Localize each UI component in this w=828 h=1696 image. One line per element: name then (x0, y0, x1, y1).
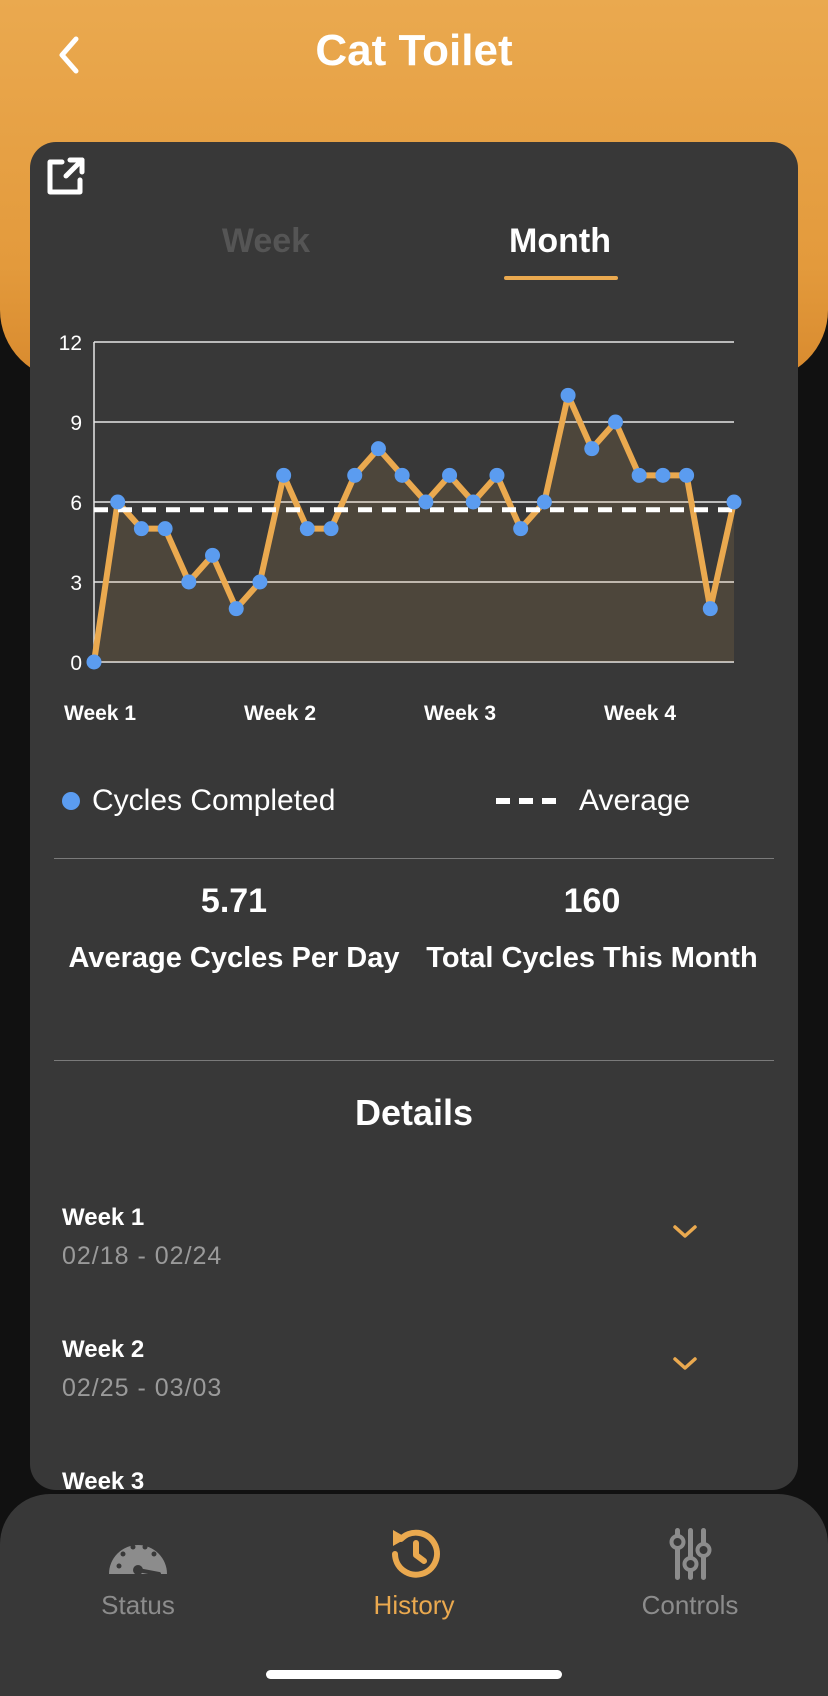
detail-week-label: Week 2 (62, 1336, 145, 1363)
data-point (560, 387, 576, 403)
stat-total-label: Total Cycles This Month (426, 942, 758, 974)
stat-average: 5.71 Average Cycles Per Day (64, 882, 404, 977)
data-point (584, 441, 600, 457)
chevron-left-icon (59, 36, 79, 74)
data-point (489, 467, 505, 483)
legend-cycles-label: Cycles Completed (92, 784, 336, 817)
data-point (252, 574, 268, 590)
detail-row-week-3[interactable]: Week 3 (30, 1468, 798, 1490)
stat-average-value: 5.71 (200, 882, 268, 920)
tab-week[interactable]: Week (221, 222, 311, 260)
details-title: Details (354, 1092, 474, 1133)
data-point (536, 494, 552, 510)
data-point (276, 467, 292, 483)
data-point (394, 467, 410, 483)
y-tick-label: 0 (70, 652, 82, 675)
back-button[interactable] (44, 30, 94, 80)
nav-status-label: Status (101, 1590, 175, 1620)
data-point (181, 574, 197, 590)
data-point (655, 467, 671, 483)
data-point (726, 494, 742, 510)
y-tick-label: 12 (59, 332, 82, 355)
stat-total-value: 160 (563, 882, 621, 920)
x-tick-label: Week 2 (244, 702, 316, 725)
divider (54, 858, 774, 859)
chart-legend: Cycles Completed Average (30, 784, 798, 834)
history-icon (392, 1529, 440, 1578)
x-tick-label: Week 4 (604, 702, 676, 725)
data-point (133, 521, 149, 537)
data-point (442, 467, 458, 483)
data-point (679, 467, 695, 483)
page-title: Cat Toilet (315, 26, 513, 75)
detail-date-range: 02/25 - 03/03 (62, 1374, 223, 1402)
legend-dot-icon (62, 792, 80, 810)
data-point (607, 414, 623, 430)
sliders-icon (669, 1528, 712, 1580)
cycles-area (94, 395, 734, 662)
home-indicator (266, 1670, 562, 1679)
x-tick-label: Week 3 (424, 702, 496, 725)
active-tab-indicator (504, 276, 618, 280)
legend-cycles: Cycles Completed (62, 784, 335, 818)
bottom-nav: Status History Controls (0, 1494, 828, 1696)
data-point (228, 601, 244, 617)
detail-week-label: Week 1 (62, 1204, 145, 1231)
cycles-series-line (91, 392, 737, 665)
tab-month[interactable]: Month (509, 222, 611, 260)
gauge-icon (109, 1544, 167, 1576)
data-point (205, 547, 221, 563)
data-point (110, 494, 126, 510)
data-point (513, 521, 529, 537)
detail-row-week-2[interactable]: Week 2 02/25 - 03/03 (30, 1336, 798, 1436)
data-point (370, 441, 386, 457)
detail-date-range: 02/18 - 02/24 (62, 1242, 223, 1270)
cycles-line-chart: 0 3 6 9 12 Week 1 Week 2 Week 3 Week 4 (59, 332, 742, 725)
legend-dash-icon (496, 798, 565, 804)
legend-average-label: Average (579, 784, 691, 817)
history-card: Week Month 0 3 6 9 12 Week 1 Week 2 Week 3 Week … (30, 142, 798, 1490)
detail-week-label: Week 3 (62, 1468, 145, 1490)
data-point (347, 467, 363, 483)
data-point (323, 521, 339, 537)
nav-controls-label: Controls (641, 1590, 739, 1620)
stat-total: 160 Total Cycles This Month (422, 882, 762, 977)
data-point (465, 494, 481, 510)
data-point (86, 654, 102, 670)
nav-status[interactable]: Status (38, 1524, 238, 1621)
data-point (631, 467, 647, 483)
data-point (157, 521, 173, 537)
y-tick-label: 6 (70, 492, 82, 515)
x-tick-label: Week 1 (64, 702, 136, 725)
chevron-down-icon[interactable] (670, 1222, 700, 1242)
data-point (702, 601, 718, 617)
nav-history[interactable]: History (314, 1524, 514, 1621)
stat-average-label: Average Cycles Per Day (68, 942, 400, 974)
nav-controls[interactable]: Controls (590, 1524, 790, 1621)
data-point (299, 521, 315, 537)
y-tick-label: 3 (70, 572, 82, 595)
open-external-icon[interactable] (40, 152, 90, 202)
period-tabs: Week Month (30, 222, 798, 292)
detail-row-week-1[interactable]: Week 1 02/18 - 02/24 (30, 1204, 798, 1304)
data-point (418, 494, 434, 510)
chevron-down-icon[interactable] (670, 1354, 700, 1374)
divider (54, 1060, 774, 1061)
nav-history-label: History (373, 1590, 455, 1620)
legend-average: Average (496, 784, 690, 818)
y-tick-label: 9 (70, 412, 82, 435)
